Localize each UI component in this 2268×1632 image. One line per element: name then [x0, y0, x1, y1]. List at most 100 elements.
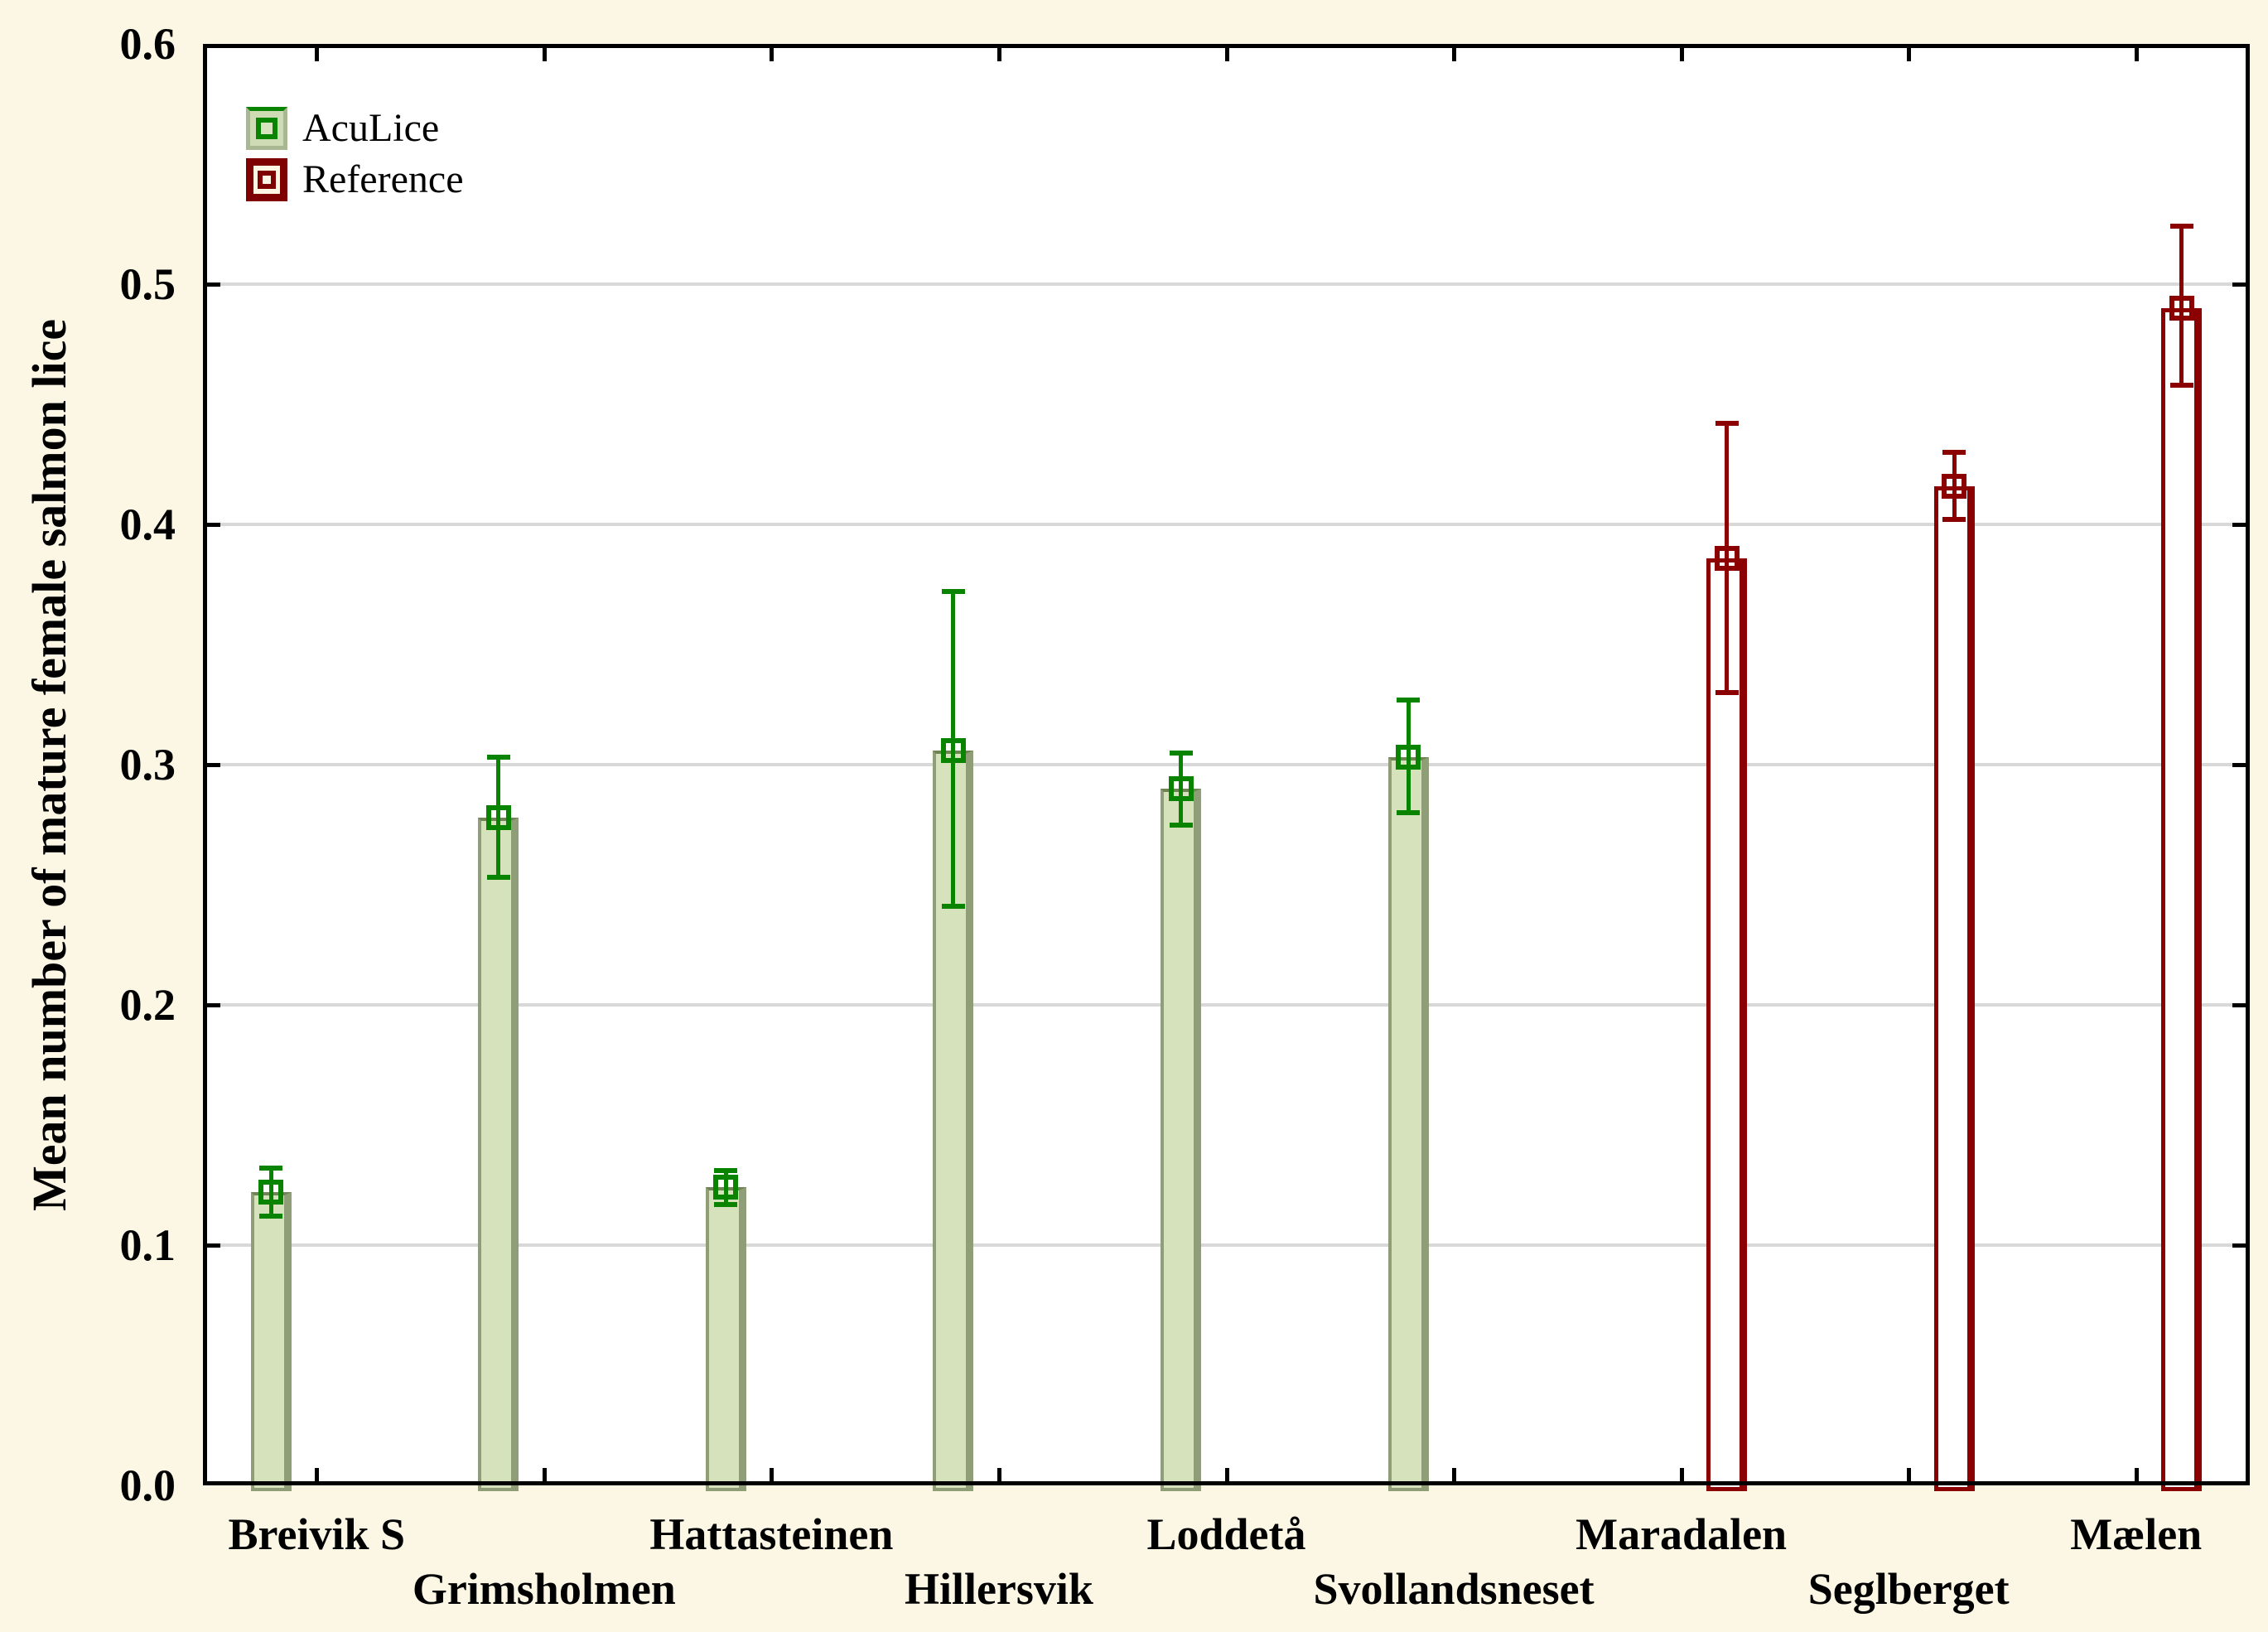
y-tick-right — [2232, 1003, 2246, 1007]
y-tick-label: 0.2 — [119, 980, 176, 1030]
error-bar-cap-bottom — [714, 1201, 738, 1207]
y-tick-label: 0.6 — [119, 19, 176, 69]
error-bar-cap-top — [1942, 450, 1966, 455]
mean-marker — [1168, 776, 1194, 801]
error-bar-cap-bottom — [1397, 810, 1421, 815]
error-bar-cap-bottom — [486, 875, 510, 881]
x-tick-top — [996, 48, 1001, 61]
mean-marker — [713, 1175, 739, 1200]
error-bar-line — [496, 757, 501, 878]
error-bar-line — [1952, 452, 1957, 520]
mean-marker — [940, 737, 966, 763]
legend-label-aculice: AcuLice — [302, 106, 440, 150]
reference-bar-swatch-icon — [246, 158, 287, 201]
legend-item-aculice: AcuLice — [246, 107, 464, 150]
aculice-bar — [250, 1192, 292, 1491]
gridline — [203, 523, 2250, 526]
error-bar-cap-bottom — [2169, 382, 2193, 388]
error-bar-cap-top — [259, 1166, 283, 1171]
x-tick-bottom — [996, 1468, 1001, 1481]
legend: AcuLice Reference — [246, 107, 464, 210]
y-tick-right — [2232, 763, 2246, 767]
error-bar-cap-bottom — [941, 904, 965, 910]
gridline — [203, 282, 2250, 286]
x-tick-top — [1679, 48, 1684, 61]
reference-bar — [1933, 485, 1975, 1491]
mean-marker — [2169, 296, 2194, 321]
error-bar-cap-top — [941, 589, 965, 595]
aculice-bar-swatch-icon — [246, 107, 287, 150]
x-tick-top — [315, 48, 320, 61]
y-tick-left — [207, 1243, 220, 1248]
y-tick-right — [2232, 1243, 2246, 1248]
x-category-label: Hattasteinen — [649, 1509, 894, 1559]
error-bar-line — [1725, 423, 1730, 693]
x-category-label: Maradalen — [1576, 1509, 1788, 1559]
y-tick-right — [2232, 282, 2246, 287]
x-tick-top — [1224, 48, 1229, 61]
error-bar-cap-top — [486, 755, 510, 760]
reference-marker-icon — [258, 171, 276, 189]
error-bar-line — [2179, 226, 2184, 385]
x-tick-bottom — [1907, 1468, 1912, 1481]
x-tick-top — [2134, 48, 2139, 61]
mean-marker — [1714, 545, 1740, 571]
x-tick-bottom — [1452, 1468, 1457, 1481]
error-bar-cap-top — [714, 1168, 738, 1174]
gridline — [203, 1243, 2250, 1247]
error-bar-line — [1179, 752, 1183, 825]
x-tick-top — [770, 48, 774, 61]
gridline — [203, 763, 2250, 766]
y-tick-left — [207, 763, 220, 767]
x-tick-top — [1452, 48, 1457, 61]
x-category-label: Seglberget — [1807, 1564, 2010, 1614]
error-bar-cap-top — [1169, 750, 1193, 756]
x-tick-bottom — [315, 1468, 320, 1481]
mean-marker — [258, 1180, 284, 1205]
aculice-bar — [1387, 757, 1429, 1491]
x-tick-top — [1907, 48, 1912, 61]
x-tick-bottom — [1679, 1468, 1684, 1481]
error-bar-cap-top — [1715, 421, 1739, 427]
error-bar-cap-bottom — [259, 1214, 283, 1219]
plot-area: AcuLice Reference — [203, 44, 2250, 1491]
reference-bar — [2161, 308, 2203, 1491]
gridline — [203, 1003, 2250, 1007]
x-tick-bottom — [2134, 1468, 2139, 1481]
error-bar-line — [723, 1171, 728, 1205]
x-category-label: Hillersvik — [904, 1564, 1093, 1614]
reference-bar — [1706, 558, 1748, 1491]
error-bar-cap-bottom — [1169, 822, 1193, 828]
aculice-marker-icon — [256, 118, 277, 139]
error-bar-cap-top — [1397, 697, 1421, 703]
error-bar-line — [951, 591, 956, 907]
error-bar-line — [1406, 699, 1411, 813]
x-category-label: Mælen — [2070, 1509, 2203, 1559]
error-bar-cap-top — [2169, 224, 2193, 229]
y-tick-label: 0.5 — [119, 259, 176, 309]
aculice-bar — [478, 817, 519, 1491]
y-tick-right — [2232, 523, 2246, 527]
y-tick-label: 0.1 — [119, 1220, 176, 1270]
x-category-label: Grimsholmen — [412, 1564, 676, 1614]
y-tick-label: 0.4 — [119, 500, 176, 549]
x-tick-bottom — [542, 1468, 547, 1481]
error-bar-line — [268, 1168, 273, 1217]
x-tick-top — [542, 48, 547, 61]
aculice-bar — [1161, 789, 1201, 1491]
y-tick-left — [207, 523, 220, 527]
x-category-label: Loddetå — [1146, 1509, 1306, 1559]
mean-marker — [1396, 745, 1421, 770]
aculice-bar — [705, 1187, 746, 1491]
legend-item-reference: Reference — [246, 158, 464, 201]
y-tick-label: 0.0 — [119, 1461, 176, 1510]
x-category-label: Svollandsneset — [1313, 1564, 1595, 1614]
error-bar-cap-bottom — [1715, 690, 1739, 695]
x-category-label: Breivik S — [228, 1509, 406, 1559]
x-tick-bottom — [1224, 1468, 1229, 1481]
x-tick-bottom — [770, 1468, 774, 1481]
mean-marker — [485, 804, 511, 830]
error-bar-cap-bottom — [1942, 517, 1966, 523]
y-tick-left — [207, 282, 220, 287]
mean-marker — [1942, 473, 1967, 499]
